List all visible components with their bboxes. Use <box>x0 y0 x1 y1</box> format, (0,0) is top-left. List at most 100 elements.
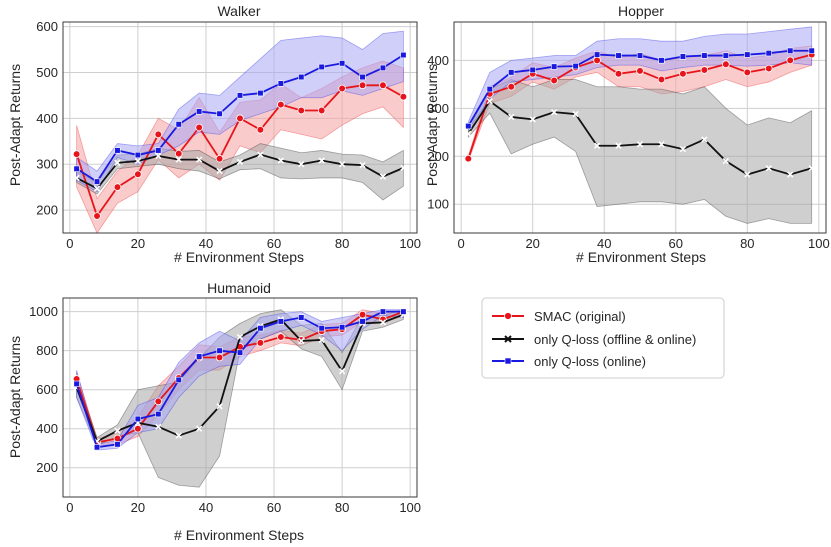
data-point-q-loss-online <box>216 110 223 117</box>
data-point-q-loss-online <box>277 318 284 325</box>
data-point-q-loss-online <box>529 66 536 74</box>
x-axis-label: # Environment Steps <box>174 527 304 543</box>
data-point-q-loss-online <box>765 50 772 57</box>
x-tick-label: 40 <box>199 236 213 251</box>
data-point-q-loss-offline-online <box>277 157 285 164</box>
data-point-q-loss-online <box>339 60 346 67</box>
x-tick-label: 40 <box>597 236 611 251</box>
legend-item-q-loss-online: only Q-loss (online) <box>492 354 646 369</box>
y-tick-label: 300 <box>427 101 449 116</box>
data-point-q-loss-offline-online <box>508 113 515 121</box>
data-point-q-loss-online <box>658 57 665 64</box>
legend: SMAC (original) only Q-loss (offline & o… <box>481 297 725 379</box>
y-tick-label: 1000 <box>29 304 58 319</box>
legend-label: only Q-loss (offline & online) <box>534 332 696 347</box>
chart-title: Hopper <box>618 3 664 19</box>
x-tick-label: 40 <box>199 500 213 515</box>
data-point-smac <box>358 81 367 90</box>
y-tick-label: 300 <box>36 157 58 172</box>
chart-walker: Walker # Environment Steps Post-Adapt Re… <box>7 3 421 265</box>
legend-item-q-loss-offline-online: only Q-loss (offline & online) <box>492 332 696 347</box>
data-point-smac <box>722 60 730 68</box>
data-point-q-loss-online <box>808 47 815 54</box>
data-point-q-loss-offline-online <box>114 159 121 166</box>
data-point-q-loss-online <box>551 63 558 70</box>
data-point-q-loss-online <box>701 52 708 59</box>
data-point-q-loss-online <box>298 314 305 321</box>
legend-label: only Q-loss (online) <box>534 354 646 369</box>
data-point-q-loss-offline-online <box>175 156 182 163</box>
legend-box <box>481 297 725 379</box>
data-point-q-loss-online <box>216 347 223 354</box>
x-tick-label: 0 <box>66 236 73 251</box>
data-point-q-loss-online <box>318 63 325 71</box>
data-point-smac <box>399 92 408 101</box>
legend-label: SMAC (original) <box>534 309 626 324</box>
data-point-q-loss-offline-online <box>359 161 366 169</box>
data-point-q-loss-offline-online <box>236 158 244 166</box>
y-axis-label: Post-Adapt Returns <box>7 336 23 458</box>
chart-title: Walker <box>217 3 260 19</box>
x-tick-label: 80 <box>335 236 349 251</box>
data-point-smac <box>215 353 224 362</box>
data-point-q-loss-offline-online <box>155 423 162 430</box>
data-point-q-loss-online <box>318 325 325 332</box>
data-point-smac <box>743 68 752 77</box>
data-point-smac <box>72 150 81 158</box>
data-point-q-loss-offline-online <box>701 136 708 143</box>
data-point-q-loss-online <box>236 92 244 99</box>
x-tick-label: 100 <box>808 236 830 251</box>
data-point-smac <box>358 310 367 319</box>
data-point-q-loss-online <box>196 108 203 115</box>
data-point-q-loss-offline-online <box>486 97 493 105</box>
data-point-q-loss-offline-online <box>93 185 101 192</box>
data-point-q-loss-online <box>93 444 101 451</box>
y-tick-label: 200 <box>36 460 58 475</box>
data-point-q-loss-offline-online <box>318 336 325 344</box>
data-point-q-loss-online <box>787 47 794 54</box>
y-tick-label: 500 <box>36 65 58 80</box>
data-point-smac <box>379 81 387 90</box>
data-point-smac <box>550 76 558 85</box>
data-point-smac <box>507 82 516 91</box>
data-point-q-loss-online <box>379 64 387 71</box>
data-point-q-loss-offline-online <box>722 157 730 165</box>
data-point-q-loss-online <box>93 178 101 185</box>
data-point-q-loss-offline-online <box>400 164 407 172</box>
data-point-smac <box>215 154 224 163</box>
data-point-q-loss-offline-online <box>134 157 142 165</box>
data-point-q-loss-online <box>486 86 493 93</box>
axes-frame <box>62 297 418 498</box>
data-point-q-loss-offline-online <box>529 116 536 123</box>
x-tick-label: 100 <box>399 500 421 515</box>
data-point-smac <box>593 56 601 65</box>
x-axis-label: # Environment Steps <box>576 249 706 265</box>
x-tick-label: 60 <box>267 236 281 251</box>
data-point-q-loss-online <box>593 51 601 58</box>
data-point-q-loss-offline-online <box>658 141 665 148</box>
x-marker-icon <box>504 335 512 343</box>
axes-frame <box>453 21 827 234</box>
data-point-q-loss-online <box>134 151 141 159</box>
data-point-smac <box>174 149 183 158</box>
data-point-q-loss-offline-online <box>298 337 305 345</box>
data-point-q-loss-offline-online <box>175 432 182 439</box>
x-tick-label: 80 <box>740 236 754 251</box>
data-point-q-loss-offline-online <box>679 145 687 153</box>
data-point-smac <box>134 424 142 433</box>
y-tick-label: 200 <box>427 149 449 164</box>
data-point-q-loss-online <box>615 52 622 59</box>
data-point-q-loss-offline-online <box>787 171 794 178</box>
data-point-smac <box>614 69 623 78</box>
data-point-q-loss-offline-online <box>615 142 622 149</box>
y-tick-label: 400 <box>36 111 58 126</box>
data-point-q-loss-online <box>114 147 121 154</box>
data-point-smac <box>195 123 203 132</box>
data-point-q-loss-offline-online <box>379 173 387 180</box>
x-tick-label: 80 <box>335 500 349 515</box>
data-point-q-loss-online <box>400 51 407 59</box>
data-point-q-loss-online <box>359 73 366 81</box>
data-point-q-loss-online <box>400 308 407 315</box>
y-tick-label: 400 <box>427 53 449 68</box>
chart-humanoid: Humanoid # Environment Steps Post-Adapt … <box>7 280 421 543</box>
